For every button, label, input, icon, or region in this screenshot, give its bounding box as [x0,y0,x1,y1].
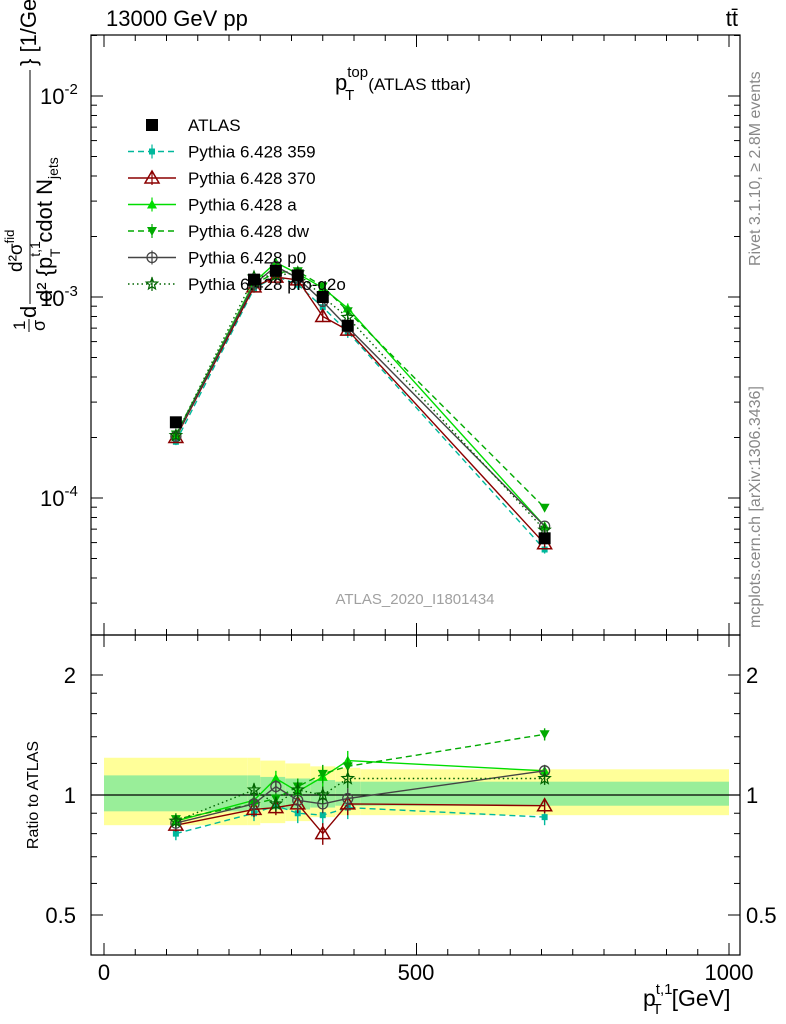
ratio-plot-frame [90,634,741,956]
header-process-label: tt̄ [726,6,738,31]
svg-text:} [1/GeV]: } [1/GeV] [16,0,41,66]
series-5-ratio-point-6 [537,770,552,785]
legend-marker-0 [146,119,158,131]
legend-label-5: Pythia 6.428 p0 [188,249,306,268]
series-1-main-point-0 [167,429,185,444]
series-0-ratio-point-0 [172,830,179,837]
atlas-data-point-6 [538,532,551,545]
atlas-data-point-3 [291,269,304,282]
series-5-ratio-point-5 [340,770,356,785]
series-3-ratio-point-6 [539,730,550,740]
series-1-ratio-point-4 [314,825,332,840]
ratio-axis-label: Ratio to ATLAS [25,741,42,849]
legend-marker-2 [143,169,161,184]
series-0-main-point-4 [319,304,326,311]
atlas-data-point-4 [316,291,329,303]
series-1-main-point-4 [314,307,332,323]
legend-marker-6 [144,276,160,291]
legend-entry-2: Pythia 6.428 370 [128,169,316,188]
x-tick-label-1000: 1000 [705,960,754,985]
ratio-tick-label-1: 1 [64,783,76,808]
series-0-main-point-6 [541,546,548,553]
series-5-ratio-point-3 [290,782,306,797]
atlas-data-point-1 [248,273,260,286]
series-4-ratio-point-1 [248,798,260,810]
svg-text:σ: σ [29,320,49,331]
legend-label-0: ATLAS [188,116,241,135]
legend-label-4: Pythia 6.428 dw [188,222,310,241]
svg-text:d²σfid: d²σfid [2,230,27,272]
legend-entry-1: Pythia 6.428 359 [128,143,316,162]
y-tick-label-1e-4: 10-4 [40,483,78,511]
y-tick-label-1e-3: 10-3 [40,283,78,311]
series-2-ratio-point-2 [270,773,281,783]
x-tick-label-0: 0 [98,960,110,985]
ratio-tick-label-0.5-right: 0.5 [746,903,777,928]
series-5-ratio-point-1 [246,782,262,797]
series-5-ratio-point-2 [268,796,284,811]
series-4-ratio-point-5 [342,792,354,805]
legend-marker-1 [149,148,155,155]
legend-label-2: Pythia 6.428 370 [188,169,316,188]
svg-text:d: d [16,306,41,318]
series-0-ratio-point-4 [319,812,326,819]
series-4-main-point-0 [170,430,182,443]
x-tick-label-500: 500 [398,960,435,985]
mcplots-url-label: mcplots.cern.ch [arXiv:1306.3436] [747,386,764,628]
legend-entry-4: Pythia 6.428 dw [128,222,310,241]
atlas-data-point-5 [341,319,354,332]
series-5-main-point-0 [168,427,184,442]
legend-entry-0: ATLAS [146,116,241,135]
series-lines-and-markers [167,257,553,845]
series-atlas-data [169,264,551,545]
legend-entry-3: Pythia 6.428 a [128,196,297,215]
series-1-ratio-point-6 [536,797,553,812]
series-1-ratio-point-1 [245,800,263,816]
rivet-version-label: Rivet 3.1.10, ≥ 2.8M events [747,71,764,266]
series-4-ratio-point-2 [270,780,282,793]
legend-marker-3 [147,199,157,209]
series-3-main-point-6 [539,503,550,513]
series-3-main-point-4 [317,282,328,292]
ratio-tick-label-1-right: 1 [746,783,758,808]
legend-entry-6: Pythia 6.428 pro-q2o [128,275,346,294]
legend-label-1: Pythia 6.428 359 [188,143,316,162]
plot-title: ptop T(ATLAS ttbar) [335,64,471,104]
x-axis-label: pt,1 T [GeV] [643,981,730,1018]
atlas-data-point-2 [269,264,282,277]
series-5-ratio-point-0 [168,813,184,828]
legend-marker-4 [147,227,157,236]
ratio-tick-label-2-right: 2 [746,663,758,688]
series-3-ratio-point-5 [342,762,353,772]
analysis-id-label: ATLAS_2020_I1801434 [335,591,494,608]
y-axis-main-label: 1 σ d d²σfid d² {pt,1 Tcdot Njets } [1/Ge… [2,0,63,332]
header-energy-label: 13000 GeV pp [106,6,248,31]
y-tick-label-1e-2: 10-2 [40,81,78,109]
band-stat-bin-0 [104,775,248,812]
legend: ATLAS Pythia 6.428 359 Pythia 6.428 370 Pyt… [128,116,346,294]
svg-text:1: 1 [10,321,29,330]
ratio-tick-label-2: 2 [64,663,76,688]
legend-entry-5: Pythia 6.428 p0 [128,249,306,268]
atlas-data-point-0 [169,416,182,429]
legend-label-3: Pythia 6.428 a [188,196,297,215]
ratio-tick-label-0.5: 0.5 [45,903,76,928]
series-5-ratio-point-4 [315,787,331,802]
legend-marker-5 [146,251,158,264]
series-3-ratio-point-4 [317,769,328,779]
legend-label-6: Pythia 6.428 pro-q2o [188,275,346,294]
series-0-ratio-point-6 [541,814,548,821]
